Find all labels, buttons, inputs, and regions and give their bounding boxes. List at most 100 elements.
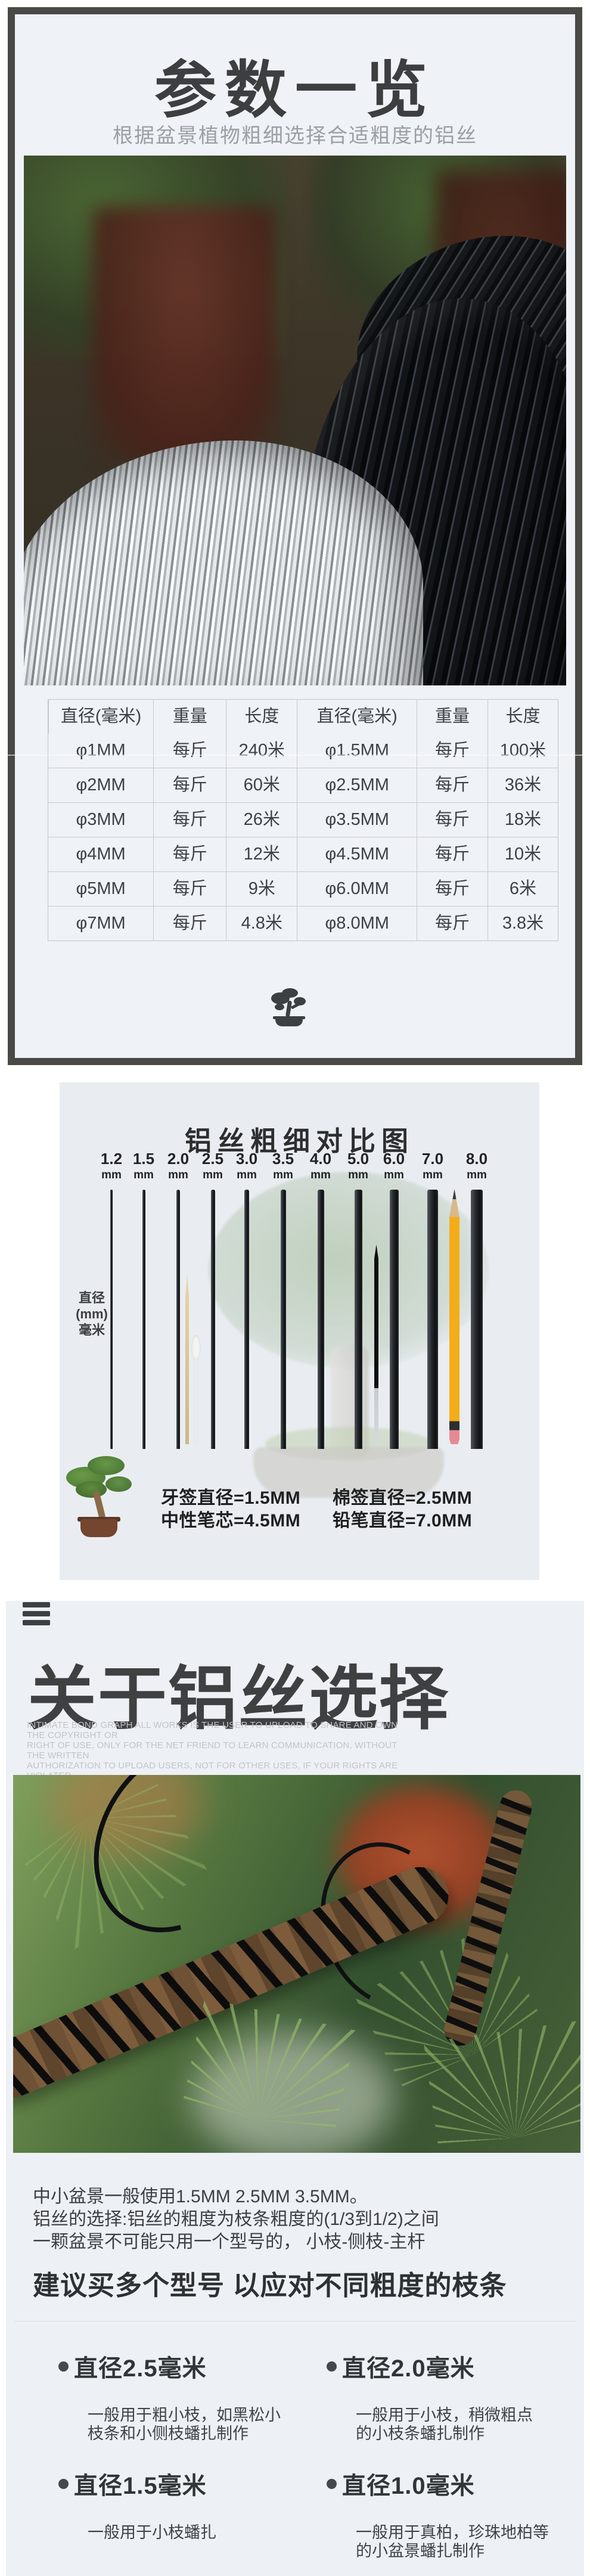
wire-bar [176, 1190, 180, 1449]
disclaimer-line: RIGHT OF USE, ONLY FOR THE NET FRIEND TO… [27, 1740, 398, 1761]
table-cell: 18米 [487, 803, 558, 837]
disclaimer-text: INTIMATE BOND GRAPH ALL WORKS IS THE USE… [27, 1720, 408, 1781]
bullet-dot-icon [58, 2478, 69, 2489]
wire-selection-panel: 关于铝丝选择 INTIMATE BOND GRAPH ALL WORKS IS … [6, 1601, 584, 2576]
wire-unit-label: mm [384, 1169, 404, 1181]
table-cell: 10米 [487, 837, 558, 871]
wire-column: 3.0 mm [229, 1150, 265, 1449]
table-row: φ3MM 每斤 26米 φ3.5MM 每斤 18米 [48, 802, 558, 837]
pen-refill-graphic [374, 1244, 378, 1444]
table-header-cell: 重量 [417, 700, 487, 734]
table-row: φ5MM 每斤 9米 φ6.0MM 每斤 6米 [48, 871, 558, 906]
table-cell: φ1MM [76, 741, 126, 760]
blur-highlight [49, 1775, 204, 1858]
wire-size-label: 2.0 [167, 1150, 190, 1168]
wired-branch-photo [13, 1775, 580, 2153]
diameter-title: 直径1.0毫米 [342, 2473, 475, 2499]
pot-graphic [92, 206, 277, 463]
table-header-row: 直径(毫米) 重量 长度 直径(毫米) 重量 长度 [48, 700, 558, 734]
axis-label-line: (mm) [76, 1306, 108, 1321]
wire-unit-label: mm [310, 1169, 331, 1181]
toothpick-graphic [185, 1274, 189, 1444]
parameters-card: 参数一览 根据盆景植物粗细选择合适粗度的铝丝 直径(毫米) 重量 长度 直径(毫米) 重… [8, 7, 582, 1065]
wire-column: 4.0 mm [303, 1150, 339, 1449]
wire-column: 6.0 mm [376, 1150, 412, 1449]
spec-table: 直径(毫米) 重量 长度 直径(毫米) 重量 长度 φ1MM 每斤 240米 φ1.5MM 每斤 1… [48, 699, 558, 941]
wire-unit-label: mm [168, 1169, 188, 1181]
cotton-swab-icon [191, 1335, 201, 1361]
table-row: φ7MM 每斤 4.8米 φ8.0MM 每斤 3.8米 [48, 906, 558, 941]
table-cell: 每斤 [153, 734, 226, 768]
product-photo [24, 156, 566, 685]
usage-paragraph-line: 铝丝的选择:铝丝的粗度为枝条粗度的(1/3到1/2)之间 [33, 2209, 439, 2229]
list-item: 直径2.0毫米 一般用于小枝，稍微粗点 的小枝条蟠扎制作 [327, 2349, 571, 2443]
cotton-swab-icon [195, 1358, 198, 1444]
comparison-note: 铅笔直径=7.0MM [333, 1511, 473, 1531]
table-cell: 36米 [487, 768, 558, 802]
table-cell: φ3MM [76, 810, 126, 829]
wire-size-label: 3.5 [272, 1150, 294, 1168]
wire-column: 2.0 mm [160, 1150, 196, 1449]
wire-size-label: 7.0 [421, 1150, 444, 1168]
wire-size-label: 2.5 [201, 1150, 224, 1168]
table-cell: 12米 [226, 837, 297, 871]
wire-column: 1.5 mm [126, 1150, 162, 1449]
selection-title: 关于铝丝选择 [27, 1660, 449, 1737]
diameter-description: 一般用于粗小枝，如黑松小 枝条和小侧枝蟠扎制作 [88, 2406, 281, 2442]
wire-bar [317, 1190, 324, 1449]
table-cell: φ1.5MM [297, 734, 417, 768]
wire-unit-label: mm [273, 1169, 293, 1181]
wire-bar [244, 1190, 249, 1449]
axis-label: 直径 (mm) 毫米 [73, 1290, 111, 1338]
table-cell: φ2.5MM [297, 768, 417, 802]
table-header-cell: 长度 [226, 700, 297, 734]
table-cell: 每斤 [153, 803, 226, 837]
bullet-dot-icon [58, 2361, 69, 2372]
axis-label-line: 毫米 [78, 1323, 105, 1337]
bonsai-icon [270, 988, 308, 1026]
list-item: 直径2.5毫米 一般用于粗小枝，如黑松小 枝条和小侧枝蟠扎制作 [58, 2349, 303, 2443]
table-cell: φ6.0MM [297, 872, 417, 906]
wire-bar [210, 1190, 215, 1449]
wire-bar [142, 1190, 145, 1449]
axis-label-line: 直径 [78, 1290, 105, 1305]
wire-unit-label: mm [467, 1169, 487, 1181]
table-cell: 每斤 [417, 734, 487, 768]
comparison-title: 铝丝粗细对比图 [184, 1126, 414, 1156]
table-cell: 6米 [487, 872, 558, 906]
table-cell: φ7MM [76, 914, 126, 933]
wire-bar [354, 1190, 362, 1449]
comparison-note: 中性笔芯=4.5MM [161, 1511, 301, 1531]
bonsai-photo-thumbnail [63, 1455, 137, 1540]
wire-bar [280, 1190, 286, 1449]
table-cell: 每斤 [153, 837, 226, 871]
wire-size-label: 8.0 [465, 1150, 488, 1168]
wire-unit-label: mm [133, 1169, 154, 1181]
table-header-cell: 直径(毫米) [48, 700, 153, 734]
usage-paragraph-line: 中小盆景一般使用1.5MM 2.5MM 3.5MM。 [33, 2187, 368, 2206]
wire-bar [389, 1190, 399, 1449]
wire-column: 2.5 mm [195, 1150, 231, 1449]
table-row: φ4MM 每斤 12米 φ4.5MM 每斤 10米 [48, 837, 558, 871]
table-header-cell: 长度 [487, 700, 558, 734]
usage-paragraph: 中小盆景一般使用1.5MM 2.5MM 3.5MM。铝丝的选择:铝丝的粗度为枝条… [33, 2186, 439, 2254]
table-cell: φ5MM [76, 879, 126, 898]
table-cell: 3.8米 [487, 907, 558, 941]
table-cell: φ4MM [76, 845, 126, 864]
diameter-title: 直径2.5毫米 [74, 2355, 207, 2382]
wire-size-label: 3.0 [235, 1150, 258, 1168]
comparison-note: 棉签直径=2.5MM [333, 1488, 473, 1508]
wire-unit-label: mm [348, 1169, 368, 1181]
table-cell: 9米 [226, 872, 297, 906]
wire-bar [427, 1190, 438, 1449]
table-cell: 240米 [226, 734, 297, 768]
wire-bar [471, 1190, 483, 1449]
diameter-description: 一般用于小枝蟠扎 [88, 2524, 216, 2541]
image-stitch-seam [0, 755, 590, 756]
table-cell: 每斤 [153, 907, 226, 941]
table-cell: φ2MM [76, 775, 126, 794]
table-cell: 每斤 [417, 803, 487, 837]
wire-column: 8.0 mm [459, 1150, 495, 1449]
menu-icon[interactable] [23, 1602, 50, 1629]
